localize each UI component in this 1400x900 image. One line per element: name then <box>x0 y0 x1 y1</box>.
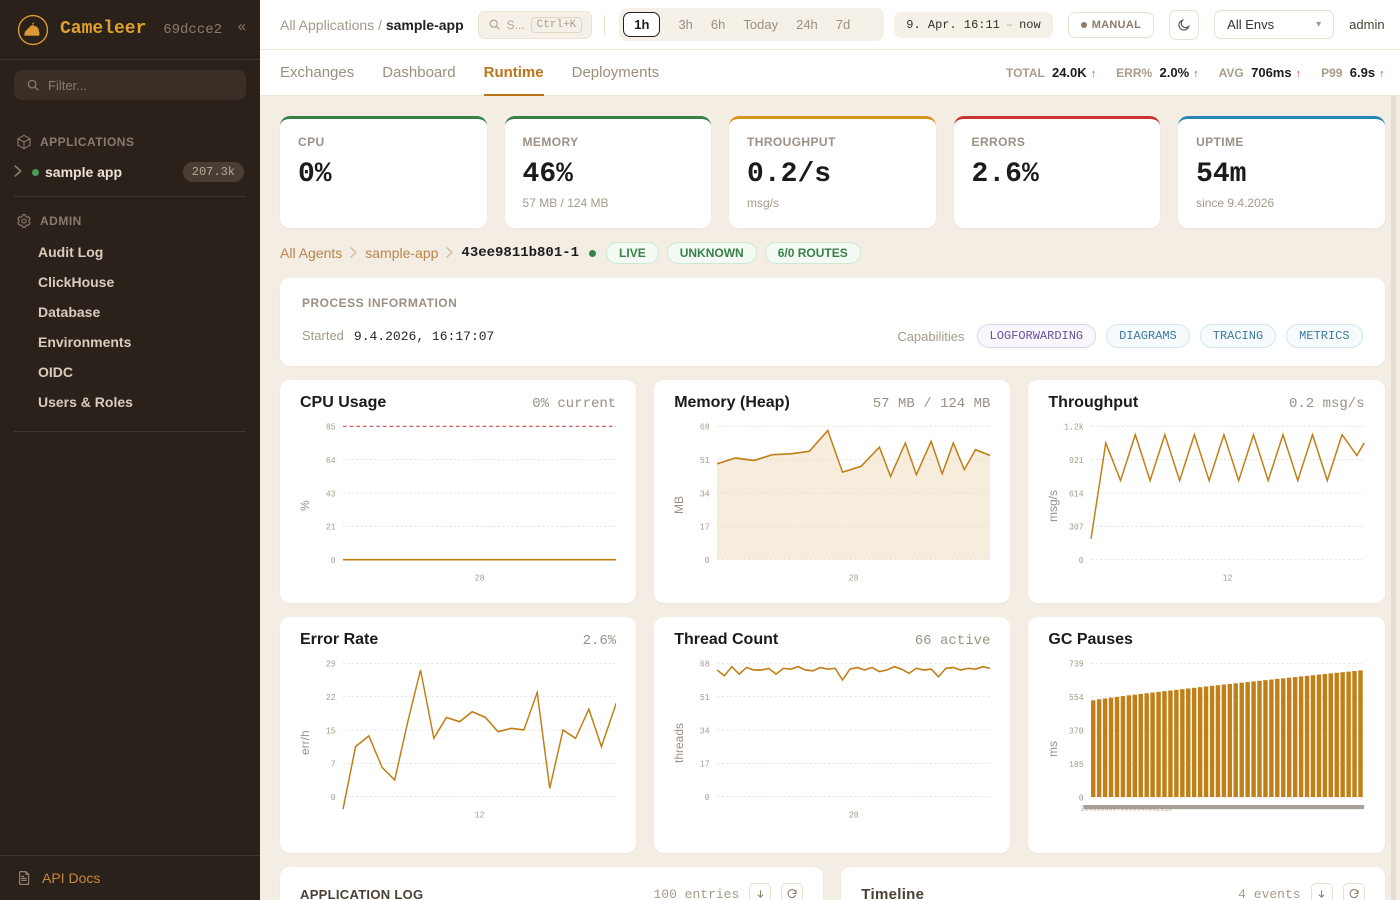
svg-text:15: 15 <box>326 726 336 737</box>
svg-text:614: 614 <box>1069 489 1084 500</box>
svg-text:51: 51 <box>700 693 710 704</box>
svg-text:17: 17 <box>700 759 710 770</box>
svg-text:921: 921 <box>1069 456 1084 467</box>
svg-text:20090908070605040302010: 20090908070605040302010 <box>1081 805 1172 813</box>
svg-text:12: 12 <box>1223 573 1233 584</box>
svg-text:64: 64 <box>326 456 336 467</box>
svg-text:85: 85 <box>326 422 336 433</box>
svg-text:17: 17 <box>700 522 710 533</box>
svg-text:0: 0 <box>705 793 710 804</box>
svg-text:21: 21 <box>326 522 336 533</box>
svg-text:22: 22 <box>326 693 336 704</box>
svg-text:51: 51 <box>700 456 710 467</box>
svg-text:185: 185 <box>1069 760 1084 771</box>
svg-text:7: 7 <box>331 759 336 770</box>
svg-text:34: 34 <box>700 726 710 737</box>
svg-text:68: 68 <box>700 422 710 433</box>
svg-text:28: 28 <box>849 573 859 584</box>
svg-text:0: 0 <box>331 793 336 804</box>
svg-text:12: 12 <box>475 810 485 821</box>
svg-text:28: 28 <box>849 810 859 821</box>
svg-text:28: 28 <box>475 573 485 584</box>
svg-text:34: 34 <box>700 489 710 500</box>
svg-text:68: 68 <box>700 659 710 670</box>
svg-text:0: 0 <box>705 556 710 567</box>
svg-text:1.2k: 1.2k <box>1065 422 1084 433</box>
svg-text:0: 0 <box>1079 556 1084 567</box>
svg-text:29: 29 <box>326 659 336 670</box>
svg-text:307: 307 <box>1069 522 1084 533</box>
svg-text:43: 43 <box>326 489 336 500</box>
svg-text:554: 554 <box>1069 693 1084 704</box>
svg-text:0: 0 <box>1079 793 1084 804</box>
svg-text:370: 370 <box>1069 726 1084 737</box>
svg-text:0: 0 <box>331 556 336 567</box>
svg-text:739: 739 <box>1069 659 1084 670</box>
